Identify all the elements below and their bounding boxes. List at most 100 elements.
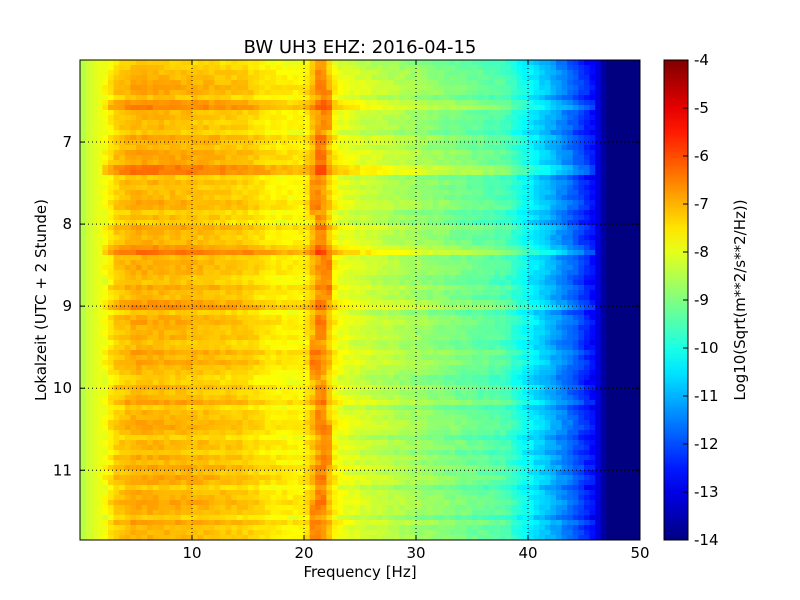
heatmap-cell (348, 175, 355, 181)
heatmap-cell (186, 205, 193, 211)
heatmap-cell (578, 195, 585, 201)
heatmap-cell (449, 240, 456, 246)
heatmap-cell (612, 160, 619, 166)
heatmap-cell (628, 65, 635, 71)
heatmap-cell (292, 200, 299, 206)
heatmap-cell (606, 245, 613, 251)
heatmap-cell (208, 280, 215, 286)
heatmap-cell (242, 60, 249, 66)
heatmap-cell (320, 300, 327, 306)
heatmap-cell (287, 275, 294, 281)
heatmap-cell (309, 135, 316, 141)
heatmap-cell (315, 300, 322, 306)
heatmap-cell (455, 170, 462, 176)
heatmap-cell (444, 220, 451, 226)
heatmap-cell (466, 200, 473, 206)
heatmap-cell (494, 180, 501, 186)
heatmap-cell (292, 160, 299, 166)
heatmap-cell (236, 225, 243, 231)
heatmap-cell (511, 205, 518, 211)
heatmap-cell (399, 225, 406, 231)
heatmap-cell (85, 115, 92, 121)
heatmap-cell (96, 275, 103, 281)
heatmap-cell (281, 265, 288, 271)
heatmap-cell (578, 70, 585, 76)
heatmap-cell (483, 95, 490, 101)
heatmap-cell (287, 180, 294, 186)
heatmap-cell (208, 165, 215, 171)
heatmap-cell (192, 305, 199, 311)
heatmap-cell (264, 255, 271, 261)
heatmap-cell (309, 185, 316, 191)
heatmap-cell (152, 135, 159, 141)
heatmap-cell (477, 300, 484, 306)
heatmap-cell (628, 170, 635, 176)
heatmap-cell (136, 200, 143, 206)
heatmap-cell (203, 295, 210, 301)
heatmap-cell (298, 135, 305, 141)
heatmap-cell (348, 115, 355, 121)
heatmap-cell (315, 70, 322, 76)
heatmap-cell (326, 90, 333, 96)
heatmap-cell (108, 225, 115, 231)
heatmap-cell (208, 300, 215, 306)
heatmap-cell (242, 280, 249, 286)
heatmap-cell (466, 295, 473, 301)
heatmap-cell (236, 300, 243, 306)
heatmap-cell (253, 160, 260, 166)
heatmap-cell (119, 90, 126, 96)
heatmap-cell (500, 160, 507, 166)
heatmap-cell (287, 75, 294, 81)
heatmap-cell (292, 275, 299, 281)
heatmap-cell (298, 110, 305, 116)
heatmap-cell (186, 270, 193, 276)
heatmap-cell (91, 110, 98, 116)
heatmap-cell (483, 70, 490, 76)
heatmap-cell (304, 150, 311, 156)
heatmap-cell (572, 300, 579, 306)
heatmap-cell (130, 110, 137, 116)
heatmap-cell (634, 270, 640, 276)
heatmap-cell (427, 80, 434, 86)
heatmap-cell (376, 90, 383, 96)
heatmap-cell (628, 300, 635, 306)
heatmap-cell (320, 225, 327, 231)
heatmap-cell (281, 275, 288, 281)
heatmap-cell (343, 105, 350, 111)
heatmap-cell (152, 280, 159, 286)
heatmap-cell (416, 305, 423, 311)
heatmap-cell (550, 200, 557, 206)
heatmap-cell (477, 225, 484, 231)
heatmap-cell (326, 240, 333, 246)
heatmap-cell (421, 190, 428, 196)
heatmap-cell (113, 85, 120, 91)
heatmap-cell (584, 105, 591, 111)
heatmap-cell (124, 90, 131, 96)
heatmap-cell (365, 280, 372, 286)
heatmap-cell (326, 60, 333, 66)
heatmap-cell (449, 110, 456, 116)
heatmap-cell (539, 75, 546, 81)
heatmap-cell (606, 225, 613, 231)
heatmap-cell (108, 120, 115, 126)
heatmap-cell (236, 195, 243, 201)
heatmap-cell (354, 175, 361, 181)
heatmap-cell (136, 160, 143, 166)
heatmap-cell (264, 235, 271, 241)
heatmap-cell (589, 230, 596, 236)
heatmap-cell (612, 90, 619, 96)
heatmap-cell (589, 185, 596, 191)
heatmap-cell (270, 285, 277, 291)
heatmap-cell (108, 170, 115, 176)
heatmap-cell (276, 270, 283, 276)
heatmap-cell (612, 270, 619, 276)
heatmap-cell (449, 225, 456, 231)
heatmap-cell (337, 115, 344, 121)
heatmap-cell (578, 80, 585, 86)
heatmap-cell (360, 175, 367, 181)
heatmap-cell (544, 250, 551, 256)
heatmap-cell (242, 235, 249, 241)
heatmap-cell (595, 145, 602, 151)
heatmap-cell (449, 255, 456, 261)
heatmap-cell (298, 125, 305, 131)
